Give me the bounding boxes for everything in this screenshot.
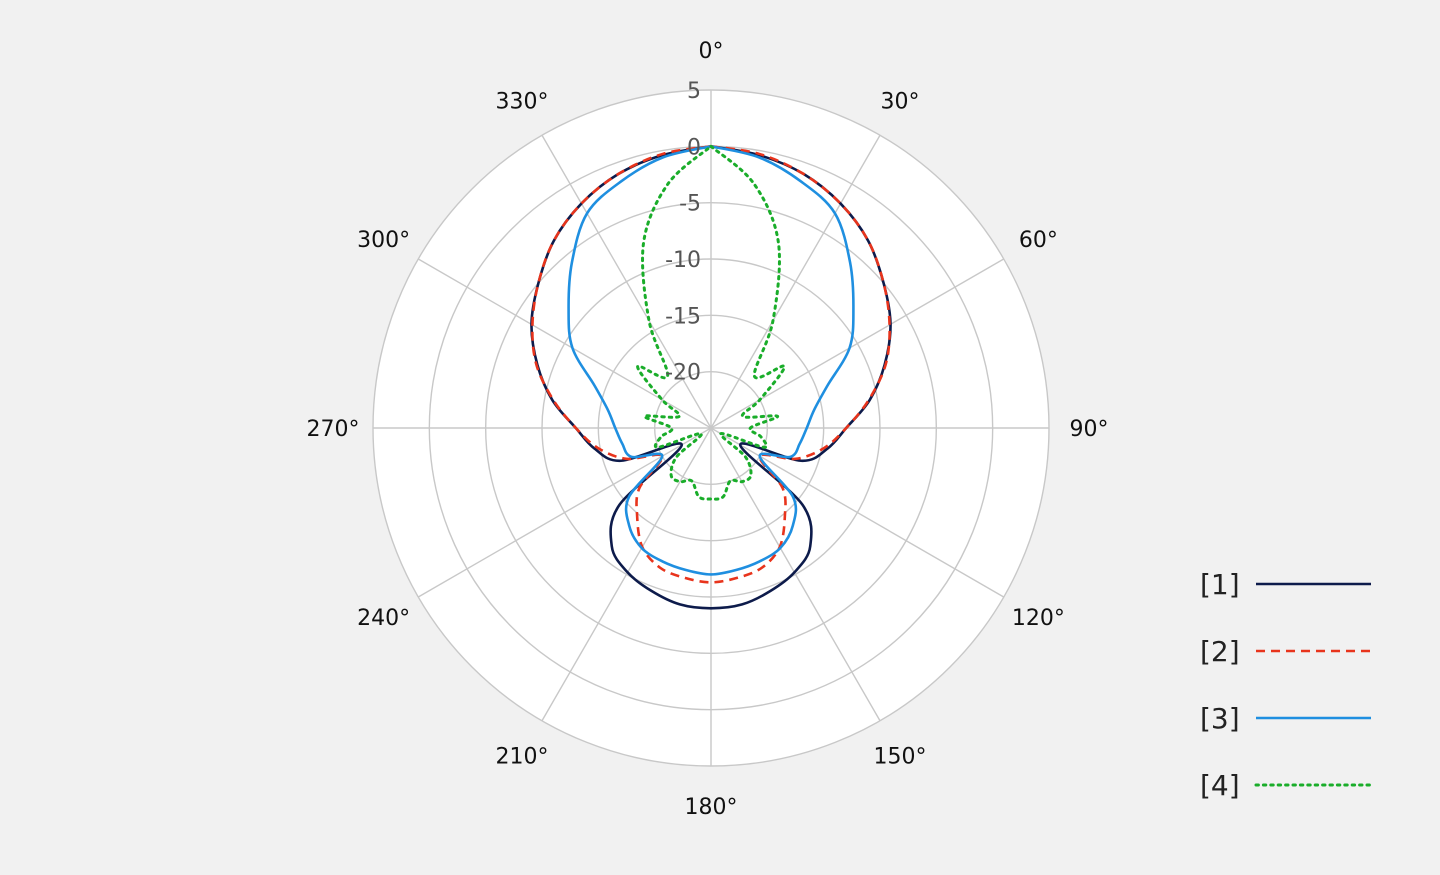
grid-spoke [541,427,712,722]
radial-tick-label: -20 [665,361,701,386]
angle-tick-label: 270° [307,417,360,442]
legend: [1] [2] [3] [4] [1200,568,1373,802]
legend-label: [2] [1200,635,1240,668]
angular-tick-labels: 0° 30° 60° 90° 120° 150° 180° 210° 240° 270° 300° 3… [307,39,1109,820]
legend-label: [1] [1200,568,1240,601]
angle-tick-label: 90° [1070,417,1109,442]
angle-tick-label: 180° [685,795,738,820]
grid-spoke [710,134,881,429]
angle-tick-label: 30° [881,90,920,115]
grid-spoke [541,134,712,429]
angle-tick-label: 210° [496,744,549,769]
angle-tick-label: 120° [1012,606,1065,631]
angle-tick-label: 0° [699,39,724,64]
radial-tick-label: -10 [665,248,701,273]
angle-tick-label: 150° [874,744,927,769]
series-3-line [567,145,855,576]
legend-label: [4] [1200,769,1240,802]
angle-tick-label: 330° [496,90,549,115]
angle-tick-label: 300° [357,228,410,253]
series-2-line [531,145,891,584]
series-4-line [636,144,786,501]
series-layer [530,144,892,610]
radial-tick-label: -15 [665,304,701,329]
angle-tick-label: 240° [357,606,410,631]
legend-label: [3] [1200,702,1240,735]
radial-tick-label: 0 [687,135,701,160]
radial-tick-label: 5 [687,79,701,104]
angle-tick-label: 60° [1019,228,1058,253]
radial-tick-labels: 5 0 -5 -10 -15 -20 [665,79,701,386]
grid-spoke [710,427,881,722]
radial-tick-label: -5 [679,192,701,217]
